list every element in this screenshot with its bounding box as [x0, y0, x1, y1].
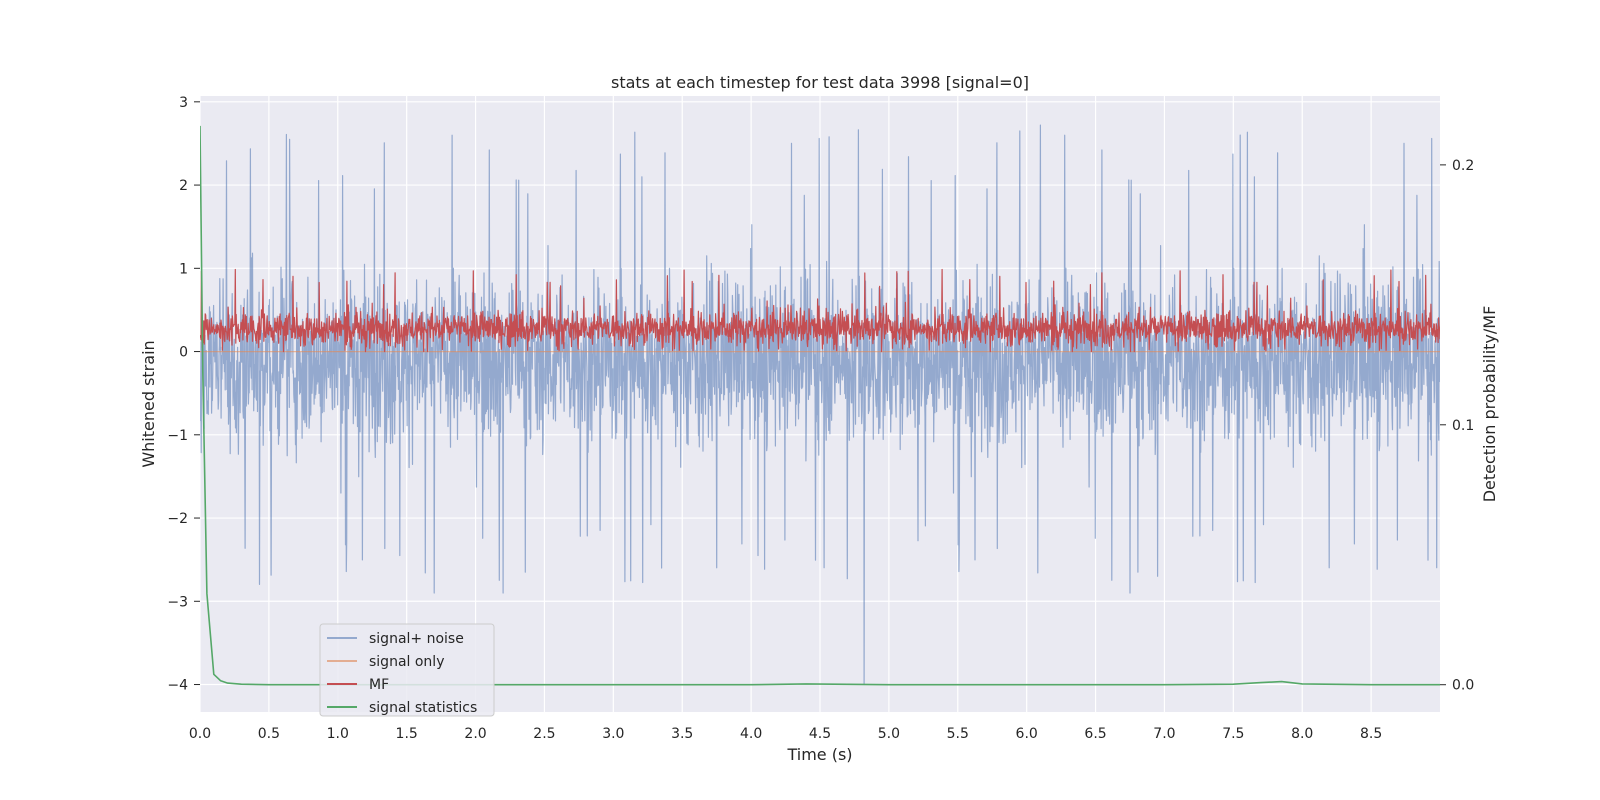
y2-tick-label: 0.1 [1452, 418, 1474, 434]
legend-label-mf: MF [369, 677, 389, 693]
x-tick-label: 7.0 [1153, 726, 1175, 742]
x-tick-label: 6.5 [1084, 726, 1106, 742]
y2-tick-label: 0.2 [1452, 158, 1474, 174]
x-tick-label: 2.0 [464, 726, 486, 742]
x-tick-label: 5.5 [947, 726, 969, 742]
x-tick-label: 4.0 [740, 726, 762, 742]
series-layer [200, 124, 1440, 686]
y-tick-label: 0 [179, 345, 188, 361]
x-tick-label: 1.0 [327, 726, 349, 742]
y-tick-label: 3 [179, 95, 188, 111]
x-axis-label: Time (s) [786, 745, 852, 764]
x-tick-label: 7.5 [1222, 726, 1244, 742]
tick-marks [194, 101, 1446, 686]
legend-label-signal-noise: signal+ noise [369, 631, 464, 647]
y2-tick-label: 0.0 [1452, 678, 1474, 694]
x-tick-label: 3.5 [671, 726, 693, 742]
x-tick-label: 6.0 [1016, 726, 1038, 742]
x-tick-label: 4.5 [809, 726, 831, 742]
series-line-mf [200, 268, 1440, 353]
x-tick-label: 8.0 [1291, 726, 1313, 742]
y-tick-label: −1 [167, 428, 188, 444]
x-tick-label: 0.0 [189, 726, 211, 742]
y2-axis-label: Detection probability/MF [1480, 306, 1499, 503]
legend-frame [319, 623, 495, 717]
legend-label-signal-statistics: signal statistics [369, 700, 477, 716]
y-tick-label: 2 [179, 178, 188, 194]
series-line-signal-noise [200, 124, 1440, 686]
series-line-signal-statistics [200, 125, 1440, 686]
y-tick-label: −4 [167, 678, 188, 694]
x-tick-label: 8.5 [1360, 726, 1382, 742]
x-tick-labels: 0.0 0.5 1.0 1.5 2.0 2.5 3.0 3.5 4.0 4.5 5.0 5.5 6.0 6… [189, 726, 1382, 742]
chart-title: stats at each timestep for test data 399… [611, 73, 1029, 92]
x-tick-label: 1.5 [396, 726, 418, 742]
x-tick-label: 2.5 [533, 726, 555, 742]
x-tick-label: 0.5 [258, 726, 280, 742]
y-tick-labels: 3 2 1 0 −1 −2 −3 −4 [167, 95, 188, 694]
y-tick-label: −3 [167, 594, 188, 610]
y-axis-label: Whitened strain [139, 340, 158, 467]
y2-tick-labels: 0.2 0.1 0.0 [1452, 158, 1474, 694]
legend-label-signal-only: signal only [369, 654, 444, 670]
y-tick-label: 1 [179, 261, 188, 277]
x-tick-label: 3.0 [602, 726, 624, 742]
y-tick-label: −2 [167, 511, 188, 527]
x-tick-label: 5.0 [878, 726, 900, 742]
legend: signal+ noise signal only MF signal stat… [319, 623, 495, 717]
